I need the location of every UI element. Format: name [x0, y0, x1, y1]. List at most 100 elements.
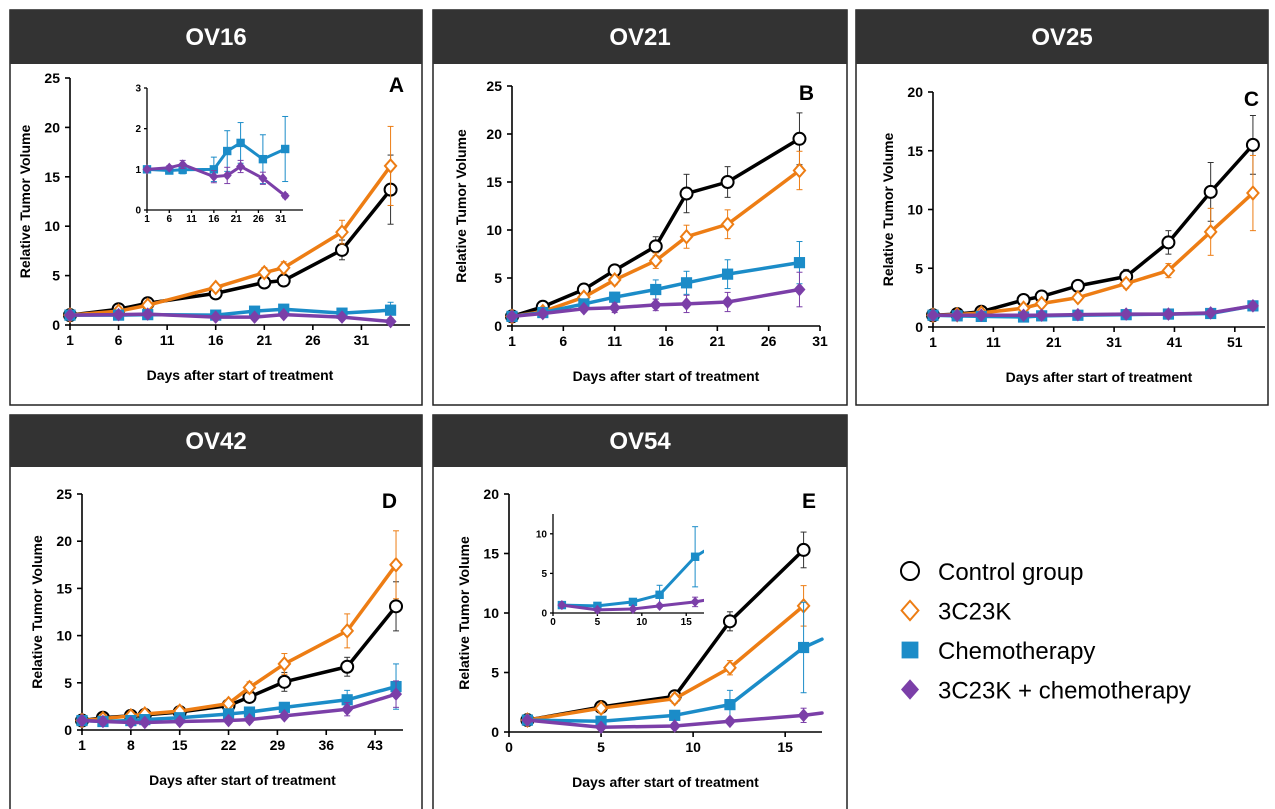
panel-header [856, 10, 1268, 64]
y-tick-label: 5 [915, 260, 923, 276]
y-tick-label: 25 [44, 70, 60, 86]
data-point [557, 599, 567, 611]
data-point [222, 170, 232, 181]
x-tick-label: 51 [1227, 334, 1243, 350]
data-point [209, 310, 222, 324]
inset-x-tick-label: 11 [186, 214, 197, 225]
plot-area [505, 112, 807, 325]
legend-item: Chemotherapy [901, 638, 1095, 665]
inset-plot-area [142, 115, 290, 201]
y-tick-label: 25 [486, 78, 502, 94]
y-tick-label: 10 [44, 218, 60, 234]
data-point [1245, 137, 1260, 152]
y-tick-label: 10 [56, 628, 72, 644]
data-point [236, 138, 245, 148]
data-point [209, 171, 219, 182]
y-tick-label: 0 [915, 319, 923, 335]
panel-letter: A [389, 74, 404, 97]
plot-area [520, 531, 824, 735]
x-tick-label: 10 [685, 739, 701, 755]
series-line [510, 137, 802, 319]
inset-x-tick-label: 0 [550, 617, 556, 628]
data-point [280, 144, 290, 154]
series-3c23k-chemotherapy [64, 307, 397, 329]
x-tick-label: 11 [160, 332, 175, 348]
inset-x-tick-label: 6 [167, 214, 173, 225]
inset-plot-area [557, 526, 704, 615]
data-point [1246, 185, 1260, 201]
panel-letter: E [802, 490, 816, 513]
plot-area [75, 530, 404, 730]
data-point [667, 690, 682, 707]
x-tick-label: 22 [221, 737, 237, 753]
data-point [594, 700, 608, 717]
data-point [278, 709, 291, 723]
data-point [276, 273, 291, 288]
data-point [280, 190, 290, 201]
legend-item: Control group [900, 559, 1083, 586]
panel-header [433, 10, 847, 64]
plot-area [63, 125, 398, 329]
data-point [796, 542, 811, 557]
inset-x-tick-label: 16 [208, 214, 220, 225]
data-point [608, 300, 621, 315]
data-point [628, 603, 638, 615]
inset-x-tick-label: 15 [681, 617, 693, 628]
x-tick-label: 21 [256, 332, 272, 348]
data-point [178, 165, 187, 174]
data-point [722, 614, 737, 629]
panel-title: OV21 [609, 24, 670, 51]
y-tick-label: 15 [486, 174, 502, 190]
data-point [258, 154, 268, 164]
data-point [669, 709, 681, 721]
legend-marker-circle [900, 561, 920, 581]
data-point [595, 720, 608, 735]
inset-y-tick-label: 0 [135, 206, 141, 217]
data-point [164, 162, 174, 173]
inset-y-tick-label: 10 [536, 529, 548, 540]
x-tick-label: 36 [318, 737, 334, 753]
data-point [577, 301, 590, 316]
x-axis-title: Days after start of treatment [147, 367, 334, 383]
data-point [927, 308, 939, 323]
panel-header [433, 415, 847, 467]
legend-marker-square [901, 641, 919, 659]
y-tick-label: 20 [907, 84, 923, 100]
data-point [258, 173, 268, 184]
data-point [648, 239, 663, 254]
data-point [723, 659, 737, 676]
data-point [792, 131, 807, 146]
data-point [1071, 307, 1084, 322]
panel-header [10, 10, 422, 64]
y-tick-label: 0 [491, 724, 499, 740]
x-tick-label: 16 [208, 332, 224, 348]
data-point [209, 165, 219, 174]
data-point [1119, 275, 1134, 292]
x-tick-label: 15 [172, 737, 188, 753]
data-point [141, 307, 154, 321]
data-point [797, 641, 810, 654]
data-point [1070, 289, 1085, 306]
x-tick-label: 1 [78, 737, 86, 753]
data-point [390, 687, 403, 701]
data-point [248, 310, 261, 324]
data-point [173, 714, 186, 729]
y-tick-label: 0 [494, 318, 502, 334]
panel-title: OV54 [609, 428, 671, 455]
panel-title: OV25 [1031, 24, 1092, 51]
x-tick-label: 1 [508, 333, 516, 349]
data-point [236, 161, 246, 172]
panel-frame [432, 9, 848, 406]
data-point [335, 224, 349, 241]
data-point [243, 712, 256, 727]
data-point [679, 186, 694, 201]
x-tick-label: 31 [812, 333, 828, 349]
y-tick-label: 0 [52, 317, 60, 333]
x-axis-title: Days after start of treatment [572, 774, 759, 790]
y-tick-label: 15 [44, 169, 60, 185]
inset-x-tick-label: 26 [253, 214, 265, 225]
inset-chart: 0 5 10 0 5 10 15 [536, 514, 704, 628]
data-point [341, 702, 354, 717]
series-line [931, 304, 1255, 317]
